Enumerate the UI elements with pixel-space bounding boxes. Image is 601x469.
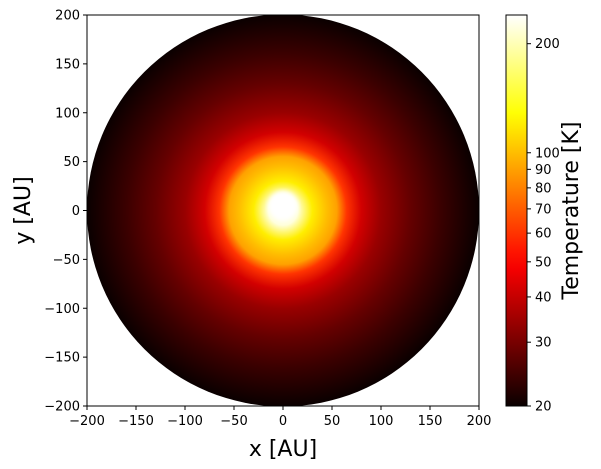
colorbar-tick-label: 80 — [535, 181, 552, 196]
colorbar-tick-label: 70 — [535, 202, 552, 217]
x-tick-label: −50 — [220, 414, 247, 429]
x-axis: −200 −150 −100 −50 0 50 100 150 200 — [69, 406, 491, 429]
y-tick-label: 50 — [63, 155, 80, 170]
colorbar-ticks: 20 30 40 50 60 70 80 90 100 200 — [527, 37, 560, 415]
x-tick-label: 100 — [369, 414, 394, 429]
central-hole — [268, 190, 298, 221]
colorbar-tick-label: 20 — [535, 400, 552, 415]
plot-area: −200 −150 −100 −50 0 50 100 150 200 −200 −150 −100… — [11, 9, 491, 463]
x-tick-label: 50 — [324, 414, 341, 429]
colorbar-tick-label: 50 — [535, 255, 552, 270]
colorbar-tick-label: 100 — [535, 146, 560, 161]
y-tick-label: −200 — [44, 400, 80, 415]
x-tick-label: 0 — [279, 414, 287, 429]
x-tick-label: 150 — [418, 414, 443, 429]
x-tick-label: −200 — [69, 414, 105, 429]
colorbar-tick-label: 40 — [535, 290, 552, 305]
y-axis-title: y [AU] — [11, 176, 36, 244]
y-tick-label: −50 — [53, 253, 80, 268]
y-tick-label: 0 — [72, 204, 80, 219]
x-tick-label: −100 — [167, 414, 203, 429]
colorbar-title: Temperature [K] — [559, 122, 584, 301]
colorbar-tick-label: 200 — [535, 37, 560, 52]
colorbar: 20 30 40 50 60 70 80 90 100 200 Temperature [K] — [505, 14, 584, 415]
y-tick-label: −150 — [44, 351, 80, 366]
colorbar-tick-label: 60 — [535, 227, 552, 242]
y-axis: −200 −150 −100 −50 0 50 100 150 200 — [44, 9, 87, 415]
colorbar-gradient — [505, 14, 528, 407]
y-tick-label: −100 — [44, 302, 80, 317]
y-tick-label: 150 — [55, 57, 80, 72]
x-tick-label: 200 — [467, 414, 492, 429]
x-tick-label: −150 — [118, 414, 154, 429]
y-tick-label: 100 — [55, 106, 80, 121]
colorbar-tick-label: 90 — [535, 163, 552, 178]
colorbar-tick-label: 30 — [535, 336, 552, 351]
x-axis-title: x [AU] — [249, 437, 317, 462]
y-tick-label: 200 — [55, 9, 80, 24]
